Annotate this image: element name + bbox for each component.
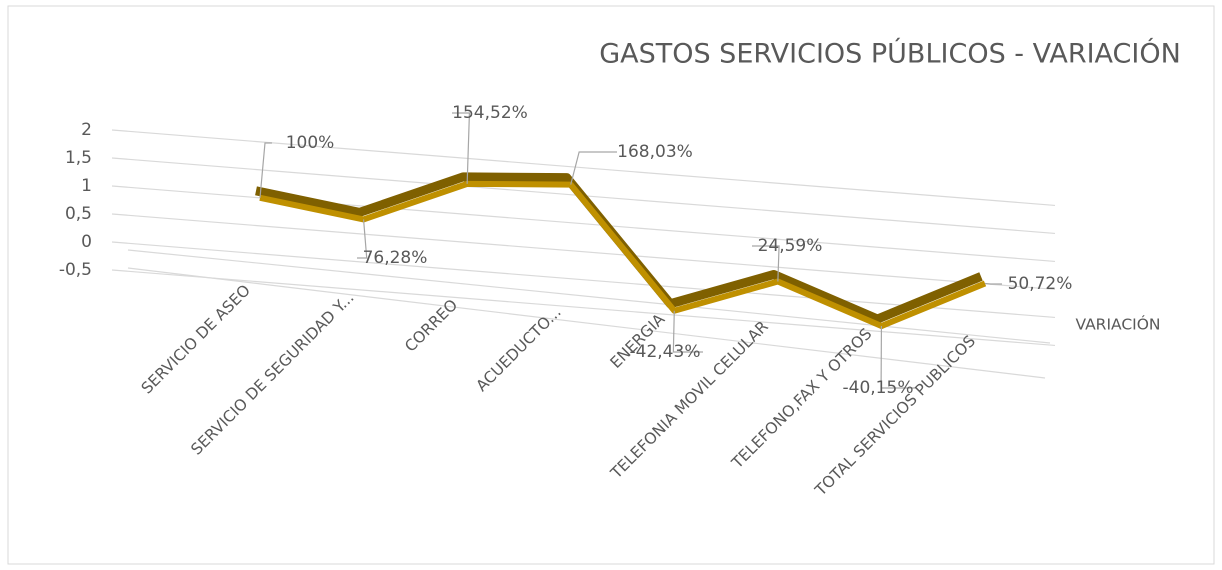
data-label: 100% xyxy=(286,133,335,153)
leader-line xyxy=(259,142,272,198)
leader-line xyxy=(357,219,368,259)
y-tick-label: 2 xyxy=(81,120,92,140)
chart-title: GASTOS SERVICIOS PÚBLICOS - VARIACIÓN xyxy=(599,38,1181,70)
y-tick-label: 0,5 xyxy=(65,204,92,224)
data-label: -42,43% xyxy=(630,342,701,362)
series-axis-label: VARIACIÓN xyxy=(1075,315,1160,334)
data-label: 154,52% xyxy=(452,103,528,123)
data-label: 76,28% xyxy=(363,248,428,268)
line-series xyxy=(259,180,987,330)
grid-line xyxy=(111,269,1056,347)
floor-line xyxy=(127,267,1046,379)
y-tick-label: 0 xyxy=(81,232,92,252)
leader-line xyxy=(672,310,703,353)
y-tick-label: 1,5 xyxy=(65,148,92,168)
leader-line xyxy=(752,245,780,282)
data-label: 50,72% xyxy=(1008,274,1073,294)
leader-line xyxy=(984,282,1002,285)
leader-line xyxy=(452,112,471,184)
y-tick-label: -0,5 xyxy=(59,260,92,280)
data-label: -40,15% xyxy=(843,378,914,398)
floor-line xyxy=(127,249,1051,344)
leader-line xyxy=(880,326,916,389)
grid-line xyxy=(111,213,1056,291)
data-label: 168,03% xyxy=(617,142,693,162)
data-label: 24,59% xyxy=(758,236,823,256)
grid-line xyxy=(111,241,1056,319)
leader-line xyxy=(570,151,617,185)
y-tick-label: 1 xyxy=(81,176,92,196)
chart-frame xyxy=(7,5,1215,565)
